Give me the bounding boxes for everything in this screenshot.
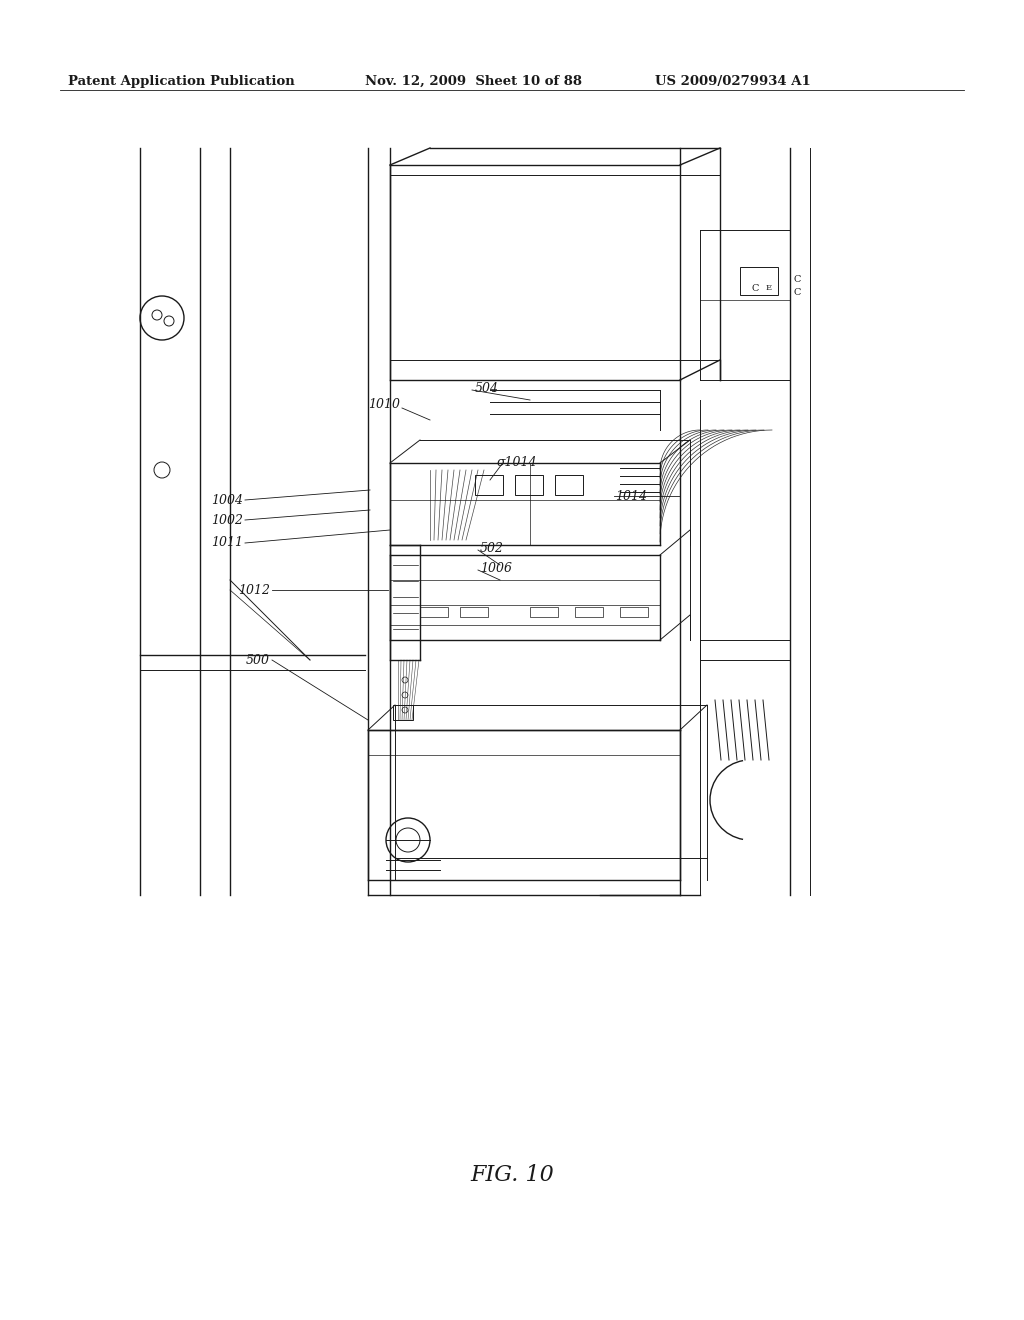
Bar (620, 607, 648, 616)
Text: FIG. 10: FIG. 10 (470, 1164, 554, 1185)
Text: 1011: 1011 (211, 536, 243, 549)
Text: Patent Application Publication: Patent Application Publication (68, 75, 295, 88)
Text: 502: 502 (480, 541, 504, 554)
Bar (555, 475, 583, 495)
Bar (530, 607, 558, 616)
Text: US 2009/0279934 A1: US 2009/0279934 A1 (655, 75, 811, 88)
Bar (575, 607, 603, 616)
Text: E: E (766, 284, 772, 292)
Text: 1004: 1004 (211, 494, 243, 507)
Text: 500: 500 (246, 653, 270, 667)
Bar (515, 475, 543, 495)
Text: C: C (752, 284, 760, 293)
Bar (420, 607, 449, 616)
Text: 1010: 1010 (368, 399, 400, 412)
Text: 1002: 1002 (211, 513, 243, 527)
Text: 1014: 1014 (615, 490, 647, 503)
Bar (393, 705, 413, 719)
Bar (740, 267, 778, 294)
Bar (475, 475, 503, 495)
Text: Nov. 12, 2009  Sheet 10 of 88: Nov. 12, 2009 Sheet 10 of 88 (365, 75, 582, 88)
Text: 1012: 1012 (238, 583, 270, 597)
Text: σ1014: σ1014 (497, 455, 538, 469)
Text: C: C (793, 288, 801, 297)
Bar (460, 607, 488, 616)
Text: 504: 504 (475, 381, 499, 395)
Text: 1006: 1006 (480, 561, 512, 574)
Text: C: C (793, 275, 801, 284)
